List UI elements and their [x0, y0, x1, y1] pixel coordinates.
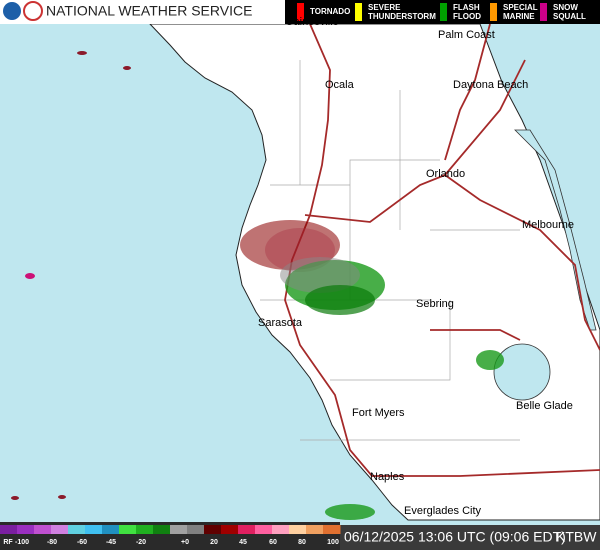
legend-swatch [540, 3, 547, 21]
legend-label: SNOW SQUALL [553, 3, 586, 21]
scale-segment [289, 525, 307, 534]
scale-segment [85, 525, 103, 534]
city-label: Everglades City [404, 505, 482, 517]
scale-label: -80 [47, 539, 57, 546]
legend-label: SPECIAL MARINE [503, 3, 538, 21]
scale-segment [170, 525, 188, 534]
scale-segment [272, 525, 290, 534]
scale-segment [51, 525, 69, 534]
scale-label: 80 [298, 539, 306, 546]
scale-segment [204, 525, 222, 534]
highways [284, 23, 600, 477]
city-label: Orlando [426, 168, 465, 180]
scale-label: +0 [181, 539, 189, 546]
lagoon [514, 129, 597, 331]
timestamp: 06/12/2025 13:06 UTC (09:06 EDT) [344, 529, 566, 545]
scale-segment [102, 525, 120, 534]
legend-label: TORNADO [310, 7, 350, 16]
scale-segment [17, 525, 35, 534]
header-title: NATIONAL WEATHER SERVICE [46, 3, 252, 19]
noaa-logo [3, 2, 21, 20]
lake [493, 343, 551, 401]
scale-segment [136, 525, 154, 534]
scale-segment [323, 525, 341, 534]
scale-label: 45 [239, 539, 247, 546]
scale-label: -45 [106, 539, 116, 546]
scale-label: 100 [327, 539, 339, 546]
legend-swatch [440, 3, 447, 21]
scale-label: -100 [15, 539, 29, 546]
scale-label: -20 [136, 539, 146, 546]
scale-label: -60 [77, 539, 87, 546]
city-label: Melbourne [522, 219, 574, 231]
city-label: Daytona Beach [453, 79, 528, 91]
scale-segment [0, 525, 18, 534]
scale-segment [119, 525, 137, 534]
city-label: Sebring [416, 298, 454, 310]
scale-label: RF [3, 539, 13, 546]
scale-segment [187, 525, 205, 534]
scale-segment [255, 525, 273, 534]
header-bar [0, 0, 285, 24]
scale-label: 20 [210, 539, 218, 546]
legend-label: FLASH FLOOD [453, 3, 481, 21]
scale-segment [306, 525, 324, 534]
legend-label: SEVERE THUNDERSTORM [368, 3, 436, 21]
nws-logo [23, 1, 43, 21]
scale-segment [221, 525, 239, 534]
city-label: Palm Coast [438, 29, 495, 41]
city-label: Naples [370, 471, 405, 483]
city-label: Fort Myers [352, 407, 405, 419]
scale-label: 60 [269, 539, 277, 546]
city-label: Sarasota [258, 317, 303, 329]
timestamp-bg [340, 525, 600, 550]
city-label: Gainesville [285, 16, 339, 28]
scale-segment [34, 525, 52, 534]
radar-returns [11, 51, 504, 520]
scale-segment [68, 525, 86, 534]
city-label: Belle Glade [516, 400, 573, 412]
legend-swatch [355, 3, 362, 21]
scale-segment [153, 525, 171, 534]
scale-segment [238, 525, 256, 534]
legend-swatch [490, 3, 497, 21]
station: KTBW [556, 529, 597, 545]
legend-swatch [297, 3, 304, 21]
city-label: Ocala [325, 79, 355, 91]
